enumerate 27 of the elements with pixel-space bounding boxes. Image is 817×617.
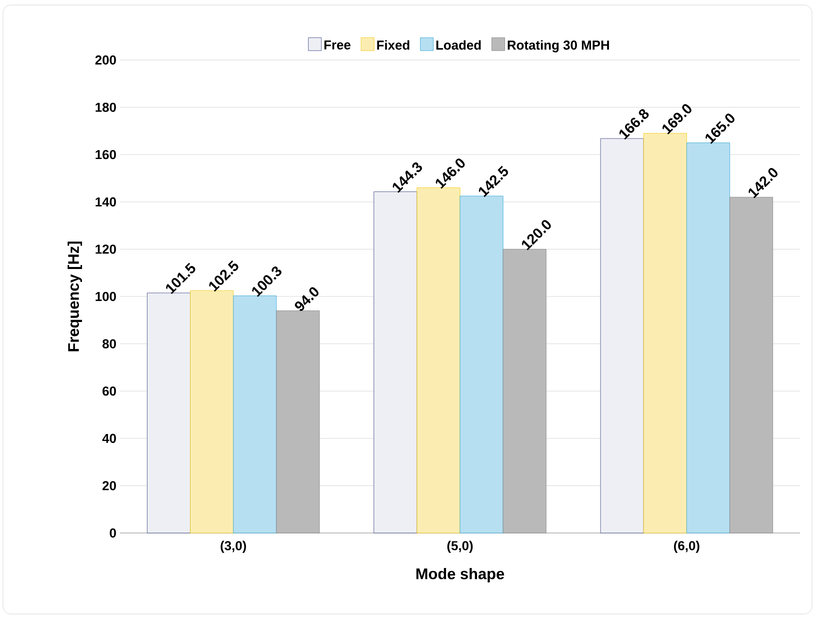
legend-label: Free <box>324 40 350 50</box>
data-label: 94.0 <box>294 287 318 311</box>
bar <box>374 192 418 534</box>
y-tick-label: 180 <box>96 102 116 112</box>
legend-label: Fixed <box>377 40 410 50</box>
bar <box>460 196 504 534</box>
x-tick-label: (3,0) <box>220 540 246 553</box>
y-tick-label: 60 <box>102 386 116 396</box>
y-tick-label: 200 <box>95 55 116 65</box>
y-axis-title: Frequency [Hz] <box>68 242 82 352</box>
bar <box>600 138 644 534</box>
bar <box>233 296 277 534</box>
y-tick-label: 100 <box>96 292 116 302</box>
x-tick-label: (6,0) <box>674 540 700 553</box>
legend-label: Loaded <box>436 40 481 50</box>
y-tick-label: 160 <box>96 150 116 160</box>
y-tick-label: 40 <box>102 434 116 443</box>
y-tick-label: 0 <box>110 528 116 538</box>
bar <box>686 142 730 534</box>
y-tick-label: 20 <box>102 481 116 490</box>
bar <box>147 292 190 534</box>
x-tick-label: (5,0) <box>447 540 473 553</box>
y-tick-label: 120 <box>96 244 116 254</box>
y-tick-label: 140 <box>96 197 116 206</box>
y-tick-label: 80 <box>102 339 116 348</box>
legend-label: Rotating 30 MPH <box>508 40 609 52</box>
x-axis-title: Mode shape <box>416 568 504 582</box>
